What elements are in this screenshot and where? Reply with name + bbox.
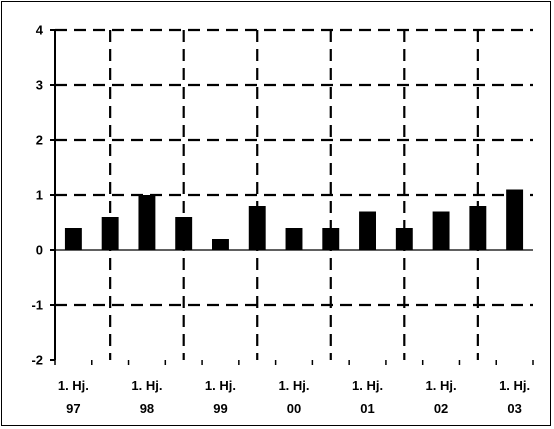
y-tick-label: 3 xyxy=(36,78,43,93)
bar xyxy=(101,217,119,250)
bar xyxy=(138,195,156,250)
x-tick-label-line2: 02 xyxy=(434,401,448,416)
axes xyxy=(50,29,534,365)
y-tick-label: 0 xyxy=(36,243,43,258)
bar xyxy=(506,189,524,250)
bar xyxy=(285,228,303,250)
x-tick-label-line1: 1. Hj. xyxy=(278,378,309,393)
bar xyxy=(175,217,193,250)
bar xyxy=(395,228,413,250)
bar xyxy=(64,228,82,250)
x-tick-label-line2: 99 xyxy=(213,401,227,416)
y-tick-label: 4 xyxy=(36,23,44,38)
x-tick-label-line1: 1. Hj. xyxy=(58,378,89,393)
x-tick-label-line2: 98 xyxy=(140,401,154,416)
bars xyxy=(64,189,524,250)
bar xyxy=(248,206,266,250)
x-tick-label-line2: 01 xyxy=(360,401,374,416)
y-tick-label: -1 xyxy=(31,298,43,313)
bar xyxy=(212,239,229,250)
horizontal-gridlines xyxy=(55,28,533,307)
x-tick-label-line1: 1. Hj. xyxy=(131,378,162,393)
x-tick-label-line1: 1. Hj. xyxy=(499,378,530,393)
x-tick-label-line1: 1. Hj. xyxy=(426,378,457,393)
bar xyxy=(469,206,487,250)
x-tick-labels: 1. Hj. 97 1. Hj. 98 1. Hj. 99 1. Hj. 00 1. Hj. 01… xyxy=(58,378,530,416)
bar xyxy=(359,211,376,250)
y-tick-label: 1 xyxy=(36,188,43,203)
x-tick-label-line2: 00 xyxy=(287,401,301,416)
x-tick-label-line1: 1. Hj. xyxy=(352,378,383,393)
vertical-gridlines xyxy=(109,30,479,360)
y-tick-label: -2 xyxy=(31,353,43,368)
bar xyxy=(322,228,340,250)
y-tick-labels: 4 3 2 1 0 -1 -2 xyxy=(31,23,43,368)
y-tick-label: 2 xyxy=(36,133,43,148)
bar xyxy=(432,211,450,250)
x-tick-label-line2: 03 xyxy=(507,401,521,416)
x-tick-label-line1: 1. Hj. xyxy=(205,378,236,393)
x-tick-label-line2: 97 xyxy=(66,401,80,416)
